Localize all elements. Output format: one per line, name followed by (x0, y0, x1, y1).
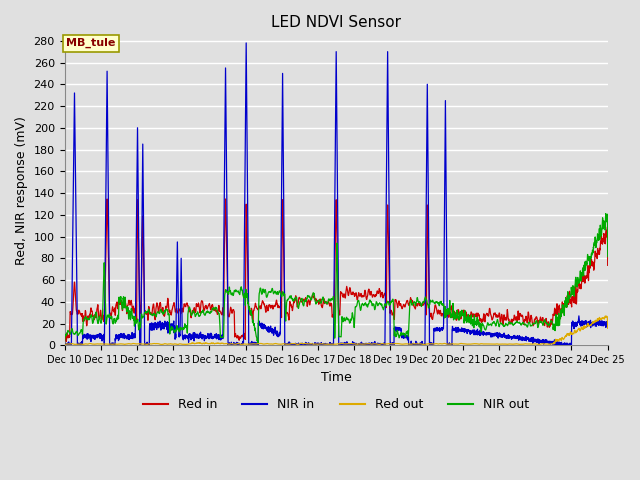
Legend: Red in, NIR in, Red out, NIR out: Red in, NIR in, Red out, NIR out (138, 394, 534, 417)
Title: LED NDVI Sensor: LED NDVI Sensor (271, 15, 401, 30)
Text: MB_tule: MB_tule (67, 38, 116, 48)
Y-axis label: Red, NIR response (mV): Red, NIR response (mV) (15, 116, 28, 265)
X-axis label: Time: Time (321, 371, 351, 384)
